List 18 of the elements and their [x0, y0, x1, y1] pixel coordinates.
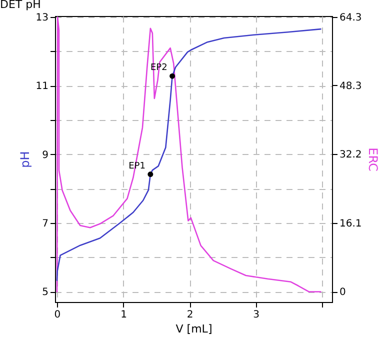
x-tick-label: 0: [54, 310, 61, 320]
y2-tick-label: 64.3: [340, 12, 362, 24]
y-tick-label: 13: [36, 12, 48, 24]
y2-axis-title: ERC: [366, 148, 380, 172]
y-tick-label: 7: [42, 218, 48, 230]
y-tick-label: 11: [36, 81, 48, 92]
y-tick-label: 9: [42, 150, 48, 161]
y2-tick-label: 0: [340, 287, 346, 298]
x-axis-title: V [mL]: [176, 322, 212, 336]
y2-tick-label: 32.2: [340, 150, 362, 161]
chart-title: DET pH: [0, 0, 41, 11]
y2-tick-label: 16.1: [340, 218, 362, 230]
x-tick-label: 2: [186, 310, 194, 320]
y2-tick-label: 48.3: [340, 80, 362, 92]
x-tick-label: 3: [253, 310, 260, 320]
y-axis-title: pH: [18, 151, 32, 168]
y-tick-label: 5: [42, 287, 48, 298]
x-tick-label: 1: [120, 310, 127, 320]
